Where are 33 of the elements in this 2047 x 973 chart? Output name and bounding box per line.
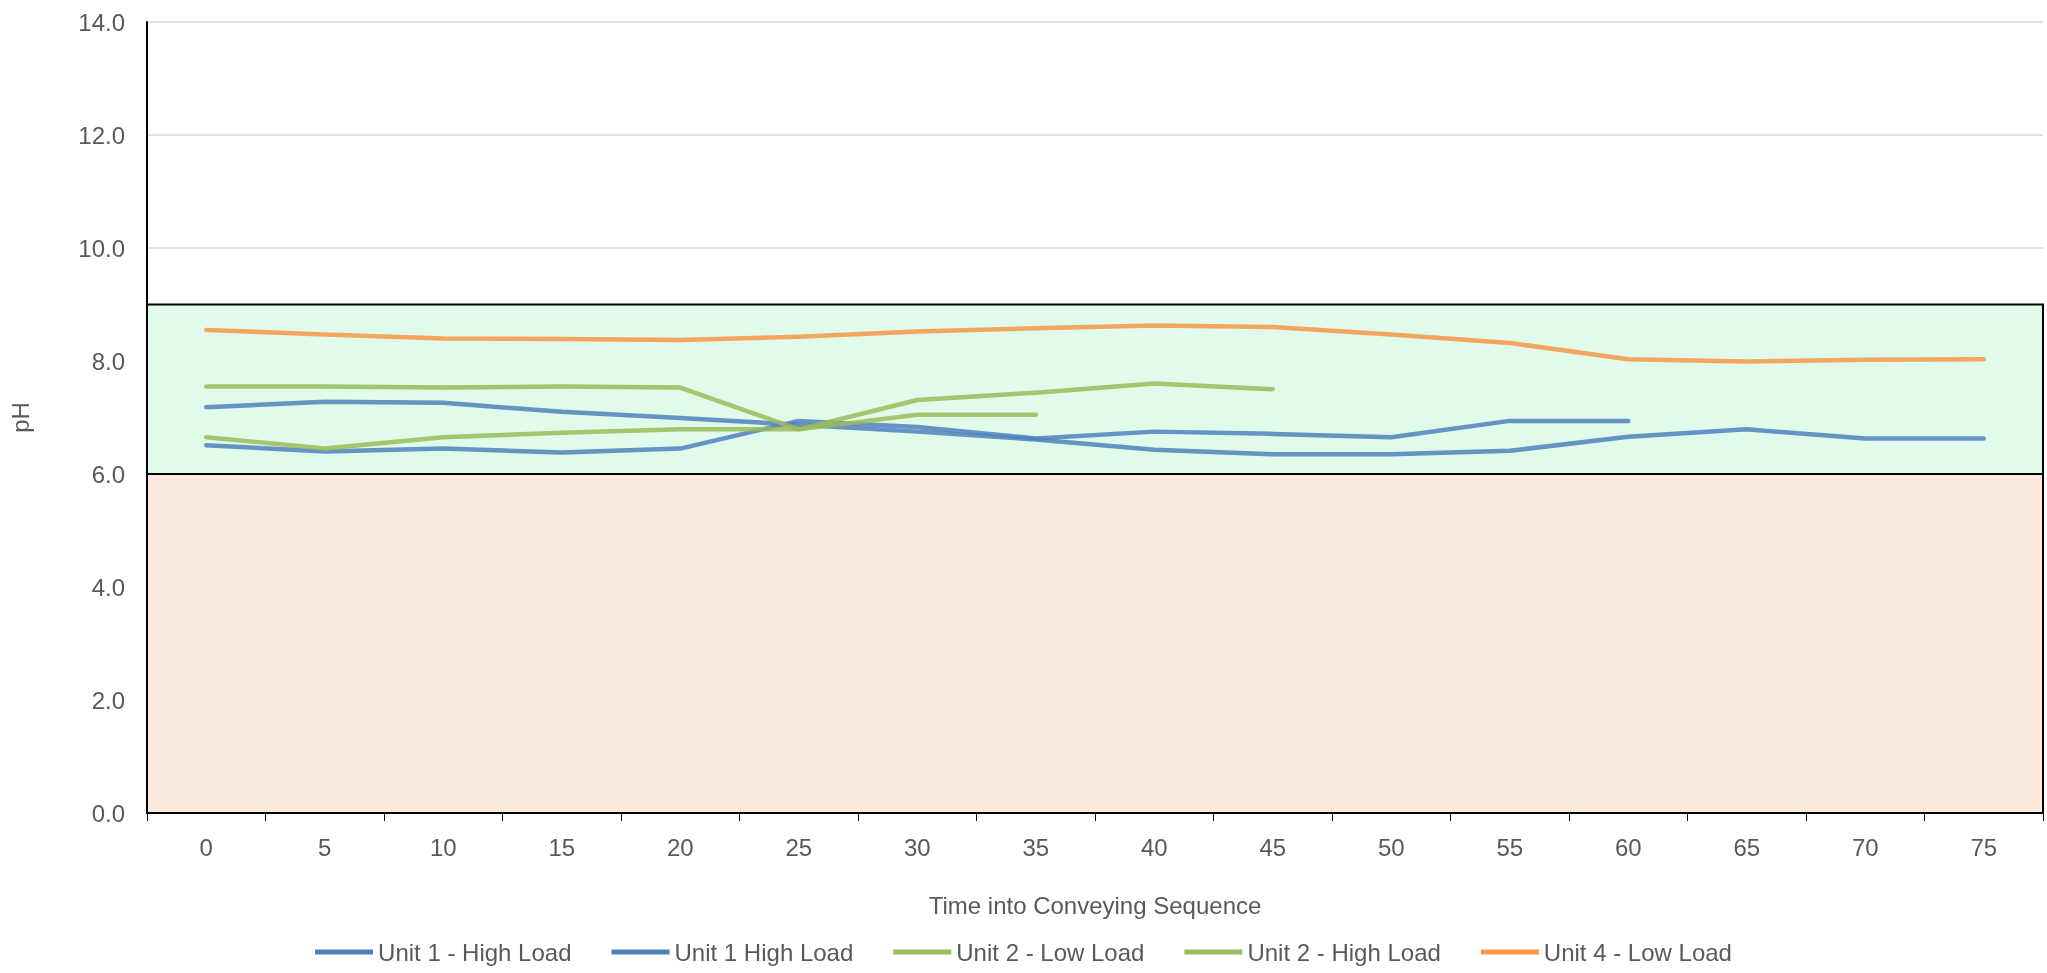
x-tick-label: 35 [1022, 833, 1050, 861]
x-tick-label: 60 [1614, 833, 1642, 861]
y-tick-label: 4.0 [91, 573, 125, 601]
y-tick-label: 8.0 [91, 347, 125, 375]
x-tick-label: 65 [1733, 833, 1761, 861]
x-tick-label: 25 [785, 833, 813, 861]
x-tick-label: 50 [1377, 833, 1405, 861]
x-tick-label: 15 [548, 833, 576, 861]
legend-label: Unit 1 High Load [674, 938, 854, 966]
legend-label: Unit 2 - Low Load [956, 938, 1145, 966]
y-tick-label: 6.0 [91, 460, 125, 488]
x-tick-label: 40 [1140, 833, 1168, 861]
x-axis-title: Time into Conveying Sequence [928, 891, 1262, 919]
x-tick-label: 45 [1259, 833, 1287, 861]
line-series [204, 399, 1986, 457]
y-tick-label: 10.0 [78, 234, 125, 262]
y-tick-label: 2.0 [91, 686, 125, 714]
x-tick-label: 30 [903, 833, 931, 861]
legend-label: Unit 1 - High Load [378, 938, 572, 966]
x-tick-label: 20 [666, 833, 694, 861]
x-tick-label: 0 [199, 833, 213, 861]
x-tick-label: 75 [1970, 833, 1998, 861]
y-axis-title: pH [6, 402, 34, 433]
x-tick-label: 10 [429, 833, 457, 861]
x-tick-label: 70 [1851, 833, 1879, 861]
y-tick-label: 0.0 [91, 799, 125, 827]
x-tick-label: 5 [318, 833, 332, 861]
x-tick-label: 55 [1496, 833, 1524, 861]
y-tick-label: 14.0 [78, 8, 125, 36]
legend-label: Unit 4 - Low Load [1543, 938, 1732, 966]
y-tick-label: 12.0 [78, 121, 125, 149]
legend-label: Unit 2 - High Load [1247, 938, 1441, 966]
line-series [204, 323, 1986, 364]
